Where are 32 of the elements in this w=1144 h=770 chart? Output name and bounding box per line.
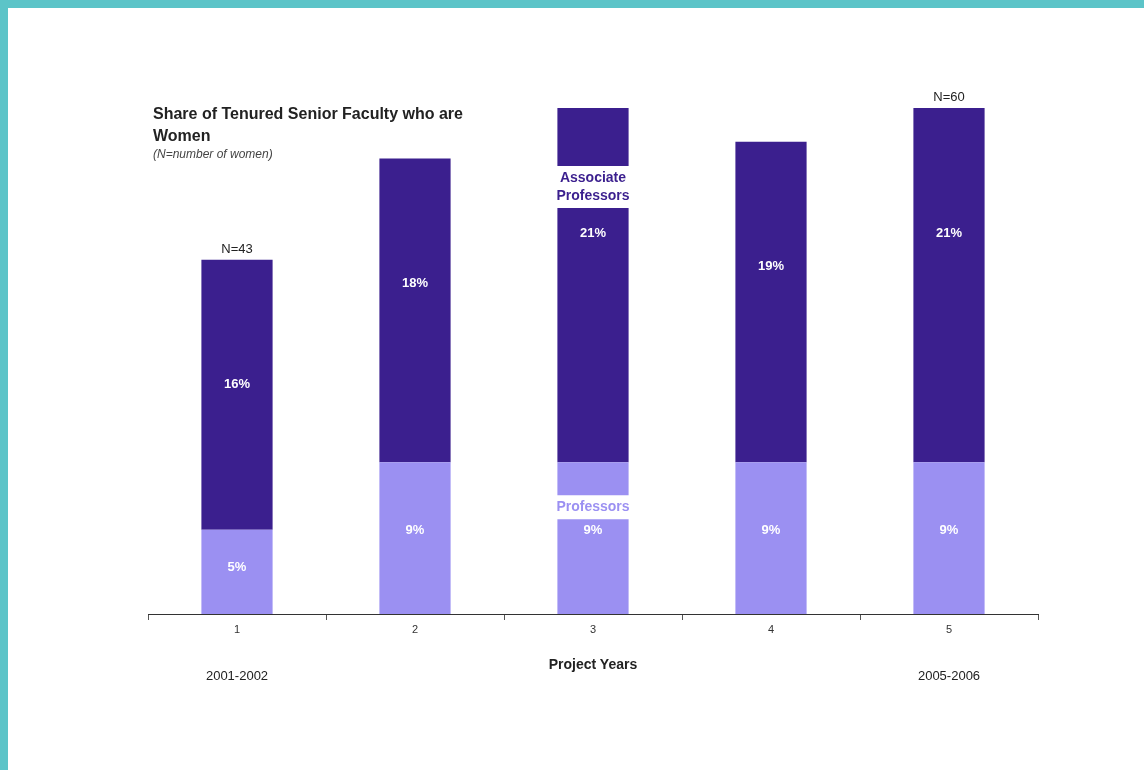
- bar: [913, 462, 985, 614]
- series-label: Professors: [556, 498, 630, 515]
- bar: [201, 529, 273, 614]
- text: 2001-2002: [205, 667, 269, 683]
- bar: [379, 158, 451, 463]
- bar: [913, 108, 985, 463]
- text: (N=number of women): [153, 147, 274, 161]
- x-tick-label: 5: [945, 622, 953, 635]
- x-tick-label: 2: [411, 622, 419, 635]
- data-label: 21%: [935, 224, 963, 240]
- data-label: 18%: [401, 275, 429, 291]
- series-label: Associate Professors: [556, 168, 630, 203]
- annotation: N=60: [933, 89, 965, 105]
- data-label: 19%: [757, 258, 785, 274]
- bar: [735, 141, 807, 463]
- bar: [201, 259, 273, 530]
- data-label: 9%: [939, 522, 959, 538]
- data-label: 5%: [227, 559, 247, 575]
- text: Share of Tenured Senior Faculty who are Women: [153, 104, 464, 146]
- data-label: 16%: [223, 376, 251, 392]
- x-tick-label: 3: [589, 622, 597, 635]
- bar: [379, 462, 451, 614]
- x-axis-title: Project Years: [548, 656, 638, 673]
- annotation: N=43: [221, 240, 253, 256]
- data-label: 9%: [405, 522, 425, 538]
- x-tick-label: 4: [767, 622, 775, 635]
- data-label: 21%: [579, 224, 607, 240]
- bar: [735, 462, 807, 614]
- text: 2005-2006: [917, 667, 981, 683]
- x-tick-label: 1: [233, 622, 241, 635]
- data-label: 9%: [761, 522, 781, 538]
- data-label: 9%: [583, 522, 603, 538]
